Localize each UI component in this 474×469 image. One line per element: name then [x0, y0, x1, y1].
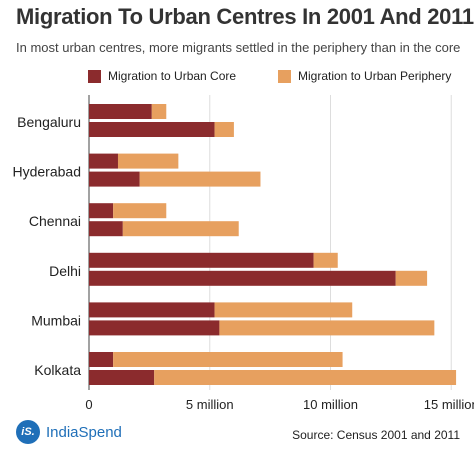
bar-core-2011	[89, 320, 220, 336]
category-label: Delhi	[49, 263, 81, 279]
chart-title: Migration To Urban Centres In 2001 And 2…	[16, 4, 474, 29]
bar-core-2001	[89, 252, 314, 268]
chart-subtitle: In most urban centres, more migrants set…	[16, 40, 461, 55]
brand-logo: iS. IndiaSpend	[16, 420, 122, 444]
source-note: Source: Census 2001 and 2011	[292, 428, 460, 442]
bar-periphery-2011	[214, 122, 234, 137]
bar-core-2011	[89, 221, 123, 237]
legend-swatch-periphery	[278, 69, 291, 83]
bar-periphery-2011	[122, 221, 239, 237]
bar-core-2001	[89, 203, 114, 219]
category-label: Kolkata	[34, 362, 81, 378]
bar-periphery-2011	[219, 320, 435, 336]
bar-core-2001	[89, 153, 118, 169]
x-tick-label: 10 million	[303, 397, 358, 412]
x-tick-label: 15 million	[424, 397, 474, 412]
bar-core-2011	[89, 370, 155, 385]
bar-periphery-2001	[214, 302, 353, 318]
bar-core-2011	[89, 122, 215, 137]
logo-mark: iS.	[16, 420, 40, 444]
bar-core-2011	[89, 270, 396, 286]
bar-periphery-2001	[117, 153, 179, 169]
legend-swatch-core	[88, 69, 101, 83]
legend-label-periphery: Migration to Urban Periphery	[298, 69, 452, 83]
bar-core-2011	[89, 171, 140, 187]
bar-core-2001	[89, 302, 215, 318]
bar-periphery-2001	[313, 252, 338, 268]
bar-periphery-2001	[113, 352, 343, 367]
legend-label-core: Migration to Urban Core	[108, 69, 237, 83]
bar-periphery-2011	[154, 370, 457, 385]
bar-periphery-2011	[395, 270, 428, 286]
x-tick-label: 0	[85, 397, 92, 412]
x-tick-label: 5 million	[186, 397, 234, 412]
bar-periphery-2011	[139, 171, 261, 187]
bar-periphery-2001	[113, 203, 167, 219]
category-label: Mumbai	[31, 312, 81, 328]
bar-core-2001	[89, 352, 114, 367]
bar-periphery-2001	[151, 104, 167, 119]
category-label: Chennai	[29, 213, 81, 229]
bar-core-2001	[89, 104, 152, 119]
legend-item-core: Migration to Urban Core	[88, 69, 236, 83]
legend-item-periphery: Migration to Urban Periphery	[278, 69, 451, 83]
logo-text: IndiaSpend	[46, 423, 122, 441]
category-label: Hyderabad	[13, 164, 82, 180]
category-label: Bengaluru	[17, 114, 81, 130]
